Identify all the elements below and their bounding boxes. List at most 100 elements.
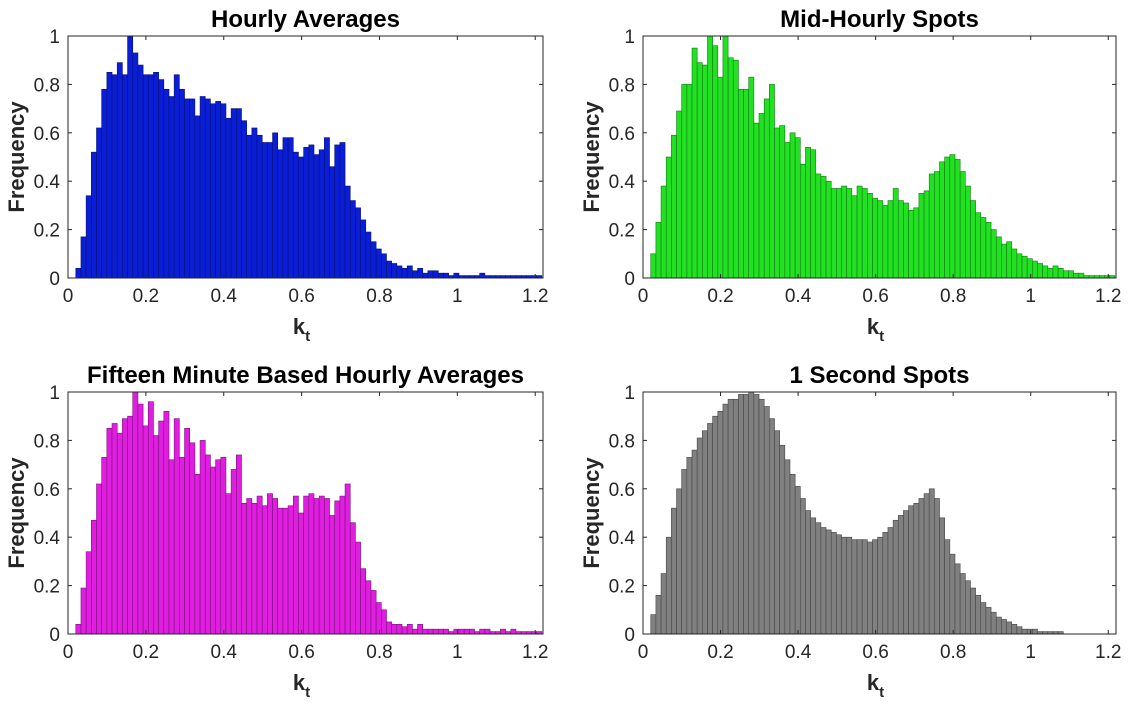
y-tick-label: 0 (49, 625, 60, 646)
histogram-bar (406, 265, 413, 279)
y-tick-label: 0.6 (609, 480, 635, 501)
histogram-bar (204, 98, 211, 279)
panel-1: 0 0.2 0.4 0.6 0.8 1 1.2 0 0.2 0.4 0.6 0.8 1 Hourly Av… (4, 6, 548, 345)
histogram-bar (215, 101, 222, 279)
y-axis-label: Frequency (579, 101, 604, 213)
histogram-bar (111, 423, 118, 635)
histogram-bar (261, 505, 268, 635)
histogram-bar (422, 272, 429, 279)
histogram-bar (799, 498, 806, 635)
histogram-bar (748, 76, 755, 279)
histogram-bar (1047, 268, 1054, 279)
y-tick-label: 1 (624, 383, 635, 404)
histogram-bar (318, 495, 325, 635)
histogram-bar (334, 500, 341, 635)
histogram-bar (287, 137, 294, 279)
histogram-bar (1078, 272, 1085, 279)
histogram-bar (918, 498, 925, 635)
histogram-bar (1032, 260, 1038, 279)
histogram-bar (282, 507, 289, 635)
histogram-bar (220, 457, 227, 635)
histogram-bar (815, 173, 822, 279)
y-tick-label: 0.8 (609, 75, 635, 96)
histogram-bar (655, 594, 662, 635)
histogram-bar (975, 594, 982, 635)
x-tick-label: 0.4 (211, 642, 238, 663)
histogram-bar (722, 35, 729, 279)
histogram-bar (75, 268, 82, 279)
histogram-bar (975, 212, 982, 279)
histogram-bar (861, 539, 868, 635)
histogram-bar (189, 442, 196, 635)
histogram-bar (142, 74, 149, 279)
histogram-bar (872, 197, 878, 279)
histogram-bar (236, 454, 242, 635)
histogram-bar (928, 488, 935, 635)
histogram-bar (116, 432, 123, 635)
histogram-bar (153, 72, 159, 279)
histogram-bar (856, 539, 863, 635)
histogram-bar (210, 466, 216, 635)
histogram-bar (738, 394, 744, 635)
chart-title: Hourly Averages (211, 6, 400, 33)
x-axis-label: kt (867, 314, 884, 345)
histogram-bar (779, 444, 786, 635)
histogram-bar (815, 522, 822, 635)
histogram-bar (391, 263, 398, 279)
histogram-bar (1068, 270, 1074, 279)
histogram-bar (732, 398, 739, 635)
histogram-bar (753, 122, 760, 279)
histogram-bar (101, 88, 108, 279)
histogram-bar (147, 74, 154, 279)
histogram-bar (1037, 263, 1043, 279)
histogram-bar (324, 498, 330, 635)
y-tick-label: 0.6 (34, 124, 60, 145)
histogram-bar (774, 127, 780, 279)
y-tick-label: 1 (624, 27, 635, 48)
histogram-bar (841, 536, 847, 635)
histogram-bar (173, 74, 180, 279)
histogram-bar (1052, 265, 1059, 279)
histogram-bar (137, 64, 144, 279)
histogram-bar (954, 159, 961, 279)
histogram-bar (132, 391, 139, 635)
y-tick-label: 0 (624, 269, 635, 290)
x-tick-label: 0.4 (785, 642, 812, 663)
histogram-bar (702, 430, 708, 635)
y-tick-label: 0.8 (34, 75, 60, 96)
x-tick-label: 1.2 (1095, 642, 1121, 663)
histogram-bar (267, 493, 273, 635)
histogram-bar (417, 268, 424, 279)
histogram-bar (370, 241, 377, 279)
chart-title: 1 Second Spots (789, 362, 969, 389)
histogram-bar (101, 457, 108, 635)
histogram-bar (1011, 248, 1018, 279)
histogram-bar (179, 88, 185, 279)
histogram-bar (349, 522, 356, 635)
histogram-bar (1011, 624, 1018, 635)
histogram-bar (660, 185, 667, 279)
histogram-bar (401, 268, 408, 279)
histogram-bar (241, 503, 247, 635)
histogram-bar (753, 394, 760, 635)
histogram-bar (681, 84, 688, 279)
histogram-bar (763, 98, 770, 279)
histogram-bar (732, 59, 739, 279)
histogram-bar (1016, 626, 1023, 635)
histogram-bar (820, 527, 827, 635)
histogram-bar (173, 418, 180, 635)
x-tick-label: 0 (63, 286, 74, 307)
x-tick-label: 1.2 (522, 286, 548, 307)
histogram-bar (443, 272, 449, 279)
histogram-bar (727, 398, 734, 635)
histogram-bar (375, 248, 382, 279)
histogram-bar (995, 236, 1002, 279)
x-tick-label: 0.2 (133, 286, 159, 307)
histogram-bar (391, 624, 398, 635)
histogram-bar (282, 137, 289, 279)
histogram-bar (830, 188, 837, 279)
histogram-bar (836, 188, 842, 279)
x-tick-label: 0.8 (366, 642, 392, 663)
histogram-bar (944, 156, 951, 279)
histogram-bar (836, 534, 842, 635)
